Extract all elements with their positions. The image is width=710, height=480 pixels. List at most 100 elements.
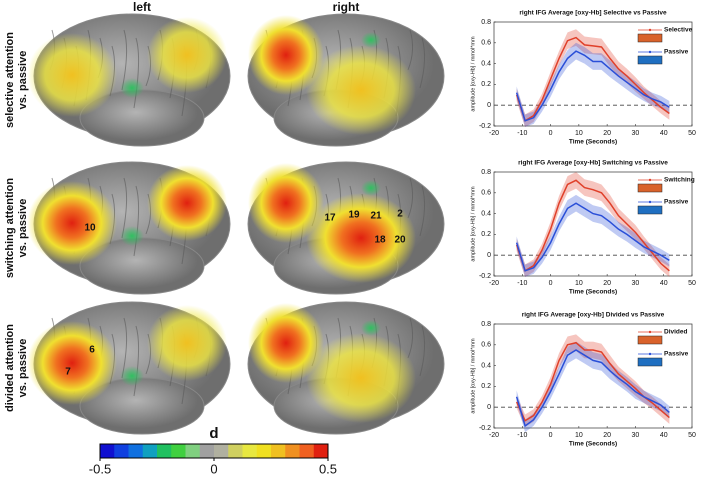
y-tick-label: 0.6 — [481, 342, 491, 349]
activation — [120, 366, 144, 386]
x-tick-label: 30 — [632, 432, 640, 439]
activation — [27, 321, 117, 405]
activation — [147, 17, 227, 93]
legend-marker — [648, 178, 652, 182]
series-line — [515, 50, 670, 122]
legend-patch — [637, 183, 663, 193]
x-tick-label: 20 — [603, 280, 611, 287]
y-tick-label: 0.2 — [481, 383, 491, 390]
x-axis-label: Time (Seconds) — [569, 441, 617, 448]
x-tick-label: -20 — [489, 280, 499, 287]
row-label: vs. passive — [17, 199, 29, 258]
activation — [361, 320, 381, 336]
colorbar-cell — [142, 444, 158, 458]
x-tick-label: 30 — [632, 280, 640, 287]
channel-label: 21 — [370, 211, 382, 222]
activation — [120, 78, 144, 98]
y-axis-label: amplitude [oxy-Hb] / mmol*mm — [470, 186, 476, 262]
colorbar-cell — [100, 444, 115, 458]
sulcus — [133, 185, 140, 257]
brain — [27, 161, 231, 295]
x-tick-label: 20 — [603, 432, 611, 439]
y-tick-label: 0.4 — [481, 60, 491, 67]
y-tick-label: 0.8 — [481, 19, 491, 26]
colorbar-cell — [299, 444, 315, 458]
colorbar-cell — [128, 444, 144, 458]
x-tick-label: 40 — [660, 432, 668, 439]
row-label: switching attention — [4, 178, 16, 279]
x-tick-label: 30 — [632, 130, 640, 137]
legend-marker — [648, 28, 652, 32]
channel-label: 18 — [374, 235, 386, 246]
sulcus — [407, 317, 414, 359]
channel-label: 19 — [348, 210, 360, 221]
series-line — [515, 36, 670, 122]
y-axis-label: amplitude [oxy-Hb] / mmol*mm — [470, 338, 476, 414]
chart-title: right IFG Average [oxy-Hb] Switching vs … — [518, 160, 668, 167]
legend-label: Divided — [664, 329, 688, 336]
y-tick-label: 0 — [487, 404, 491, 411]
colorbar-label: d — [209, 425, 218, 442]
brain — [27, 301, 231, 435]
legend-label: Switching — [664, 177, 695, 184]
colorbar-cell — [228, 444, 243, 458]
colorbar-cell — [271, 444, 286, 458]
x-tick-label: 50 — [688, 432, 696, 439]
activation — [27, 181, 117, 265]
x-tick-label: 40 — [660, 130, 668, 137]
x-tick-label: 10 — [575, 432, 583, 439]
activation — [306, 45, 416, 135]
colorbar-cell — [214, 444, 229, 458]
x-axis-label: Time (Seconds) — [569, 139, 617, 146]
sulcus — [133, 37, 140, 109]
channel-label: 20 — [394, 235, 406, 246]
row-label: vs. passive — [17, 51, 29, 110]
colorbar-cell — [242, 444, 258, 458]
colorbar-tick-label: -0.5 — [89, 461, 111, 476]
x-tick-label: 10 — [575, 130, 583, 137]
series-line — [515, 179, 670, 272]
row-label: selective attention — [4, 32, 16, 128]
series-line — [515, 202, 670, 272]
legend-marker — [648, 352, 652, 356]
x-tick-label: 50 — [688, 280, 696, 287]
brain — [27, 13, 231, 147]
column-label: left — [133, 0, 151, 14]
legend-label: Selective — [664, 27, 693, 34]
y-tick-label: 0.4 — [481, 210, 491, 217]
x-tick-label: 10 — [575, 280, 583, 287]
x-tick-label: -10 — [517, 130, 527, 137]
colorbar-cell — [199, 444, 215, 458]
activation — [120, 226, 144, 246]
colorbar-cell — [157, 444, 172, 458]
channel-label: 17 — [324, 213, 336, 224]
activation — [361, 180, 381, 196]
y-tick-label: 0.6 — [481, 190, 491, 197]
activation — [248, 163, 324, 243]
y-tick-label: -0.2 — [479, 425, 491, 432]
x-tick-label: 50 — [688, 130, 696, 137]
colorbar-cell — [285, 444, 300, 458]
y-tick-label: 0 — [487, 102, 491, 109]
sulcus — [419, 185, 426, 237]
x-tick-label: 20 — [603, 130, 611, 137]
y-tick-label: 0.6 — [481, 40, 491, 47]
chart-title: right IFG Average [oxy-Hb] Divided vs Pa… — [522, 312, 665, 319]
sulcus — [419, 37, 426, 89]
x-tick-label: 0 — [549, 130, 553, 137]
colorbar-cell — [313, 444, 329, 458]
channel-label: 6 — [89, 345, 95, 356]
x-tick-label: -20 — [489, 130, 499, 137]
activation — [248, 15, 324, 95]
x-tick-label: 0 — [549, 432, 553, 439]
y-tick-label: 0.4 — [481, 362, 491, 369]
activation — [361, 32, 381, 48]
x-tick-label: 40 — [660, 280, 668, 287]
row-label: divided attention — [4, 324, 16, 412]
colorbar-cell — [171, 444, 186, 458]
channel-label: 7 — [65, 367, 71, 378]
y-tick-label: 0.8 — [481, 321, 491, 328]
sulcus — [133, 325, 140, 397]
brain — [247, 301, 445, 435]
legend-patch — [637, 55, 663, 65]
